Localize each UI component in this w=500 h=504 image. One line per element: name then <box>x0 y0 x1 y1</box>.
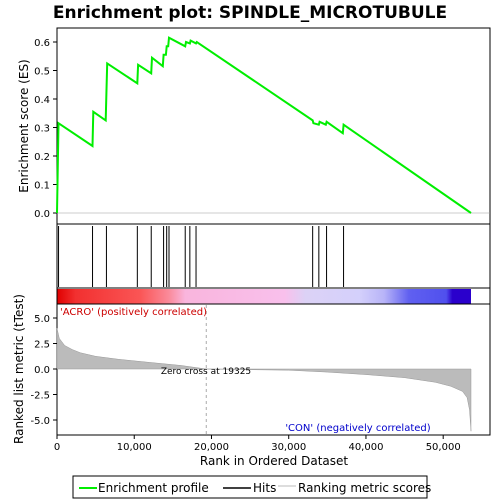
hit-markers <box>58 226 345 287</box>
x-axis-label: Rank in Ordered Dataset <box>200 454 348 468</box>
metric-y-ticks: 5.0 2.5 0.0 -2.5 -5.0 <box>30 314 57 427</box>
x-ticks: 0 10,000 20,000 30,000 40,000 50,000 <box>54 435 461 453</box>
top-panel-frame <box>56 27 491 225</box>
x-tick-label: 0 <box>54 442 60 453</box>
negative-correlation-label: 'CON' (negatively correlated) <box>285 423 430 434</box>
es-y-tick-label: 0.2 <box>34 152 50 163</box>
x-tick-label: 50,000 <box>426 442 461 453</box>
enrichment-score-panel: 0.0 0.1 0.2 0.3 0.4 0.5 0.6 Enrichment score (… <box>17 27 491 225</box>
x-tick-label: 20,000 <box>194 442 229 453</box>
metric-y-axis-label: Ranked list metric (tTest) <box>12 294 26 444</box>
es-y-tick-label: 0.5 <box>34 67 50 78</box>
rank-color-bar <box>56 287 491 305</box>
hits-panel-frame <box>56 223 491 289</box>
es-y-tick-label: 0.1 <box>34 181 50 192</box>
es-y-tick-label: 0.4 <box>34 95 50 106</box>
rank-gradient-bar <box>57 289 471 304</box>
chart-title: Enrichment plot: SPINDLE_MICROTUBULE <box>53 3 447 23</box>
es-y-ticks: 0.0 0.1 0.2 0.3 0.4 0.5 0.6 <box>34 38 57 220</box>
es-y-tick-label: 0.6 <box>34 38 50 49</box>
zero-cross-label: Zero cross at 19325 <box>161 367 251 377</box>
legend: Enrichment profile Hits Ranking metric s… <box>72 475 431 499</box>
ranking-metric-panel: 5.0 2.5 0.0 -2.5 -5.0 Ranked list metric (tT… <box>12 294 491 444</box>
metric-y-tick-label: -5.0 <box>30 416 50 427</box>
metric-y-tick-label: -2.5 <box>30 391 50 402</box>
enrichment-profile-line <box>56 36 472 214</box>
x-tick-label: 30,000 <box>271 442 306 453</box>
es-y-tick-label: 0.3 <box>34 124 50 135</box>
legend-hits-label: Hits <box>253 481 276 495</box>
x-axis: 0 10,000 20,000 30,000 40,000 50,000 Rank in … <box>54 435 461 468</box>
metric-y-tick-label: 5.0 <box>34 314 50 325</box>
x-tick-label: 40,000 <box>348 442 383 453</box>
legend-metric-label: Ranking metric scores <box>298 481 431 495</box>
metric-y-tick-label: 2.5 <box>34 340 50 351</box>
legend-profile-label: Enrichment profile <box>98 481 209 495</box>
hits-panel <box>56 223 491 289</box>
es-y-axis-label: Enrichment score (ES) <box>17 59 31 192</box>
x-tick-label: 10,000 <box>117 442 152 453</box>
metric-y-tick-label: 0.0 <box>34 365 50 376</box>
legend-frame <box>72 475 428 499</box>
es-y-tick-label: 0.0 <box>34 209 50 220</box>
positive-correlation-label: 'ACRO' (positively correlated) <box>60 307 207 318</box>
ranking-metric-area <box>56 328 472 432</box>
